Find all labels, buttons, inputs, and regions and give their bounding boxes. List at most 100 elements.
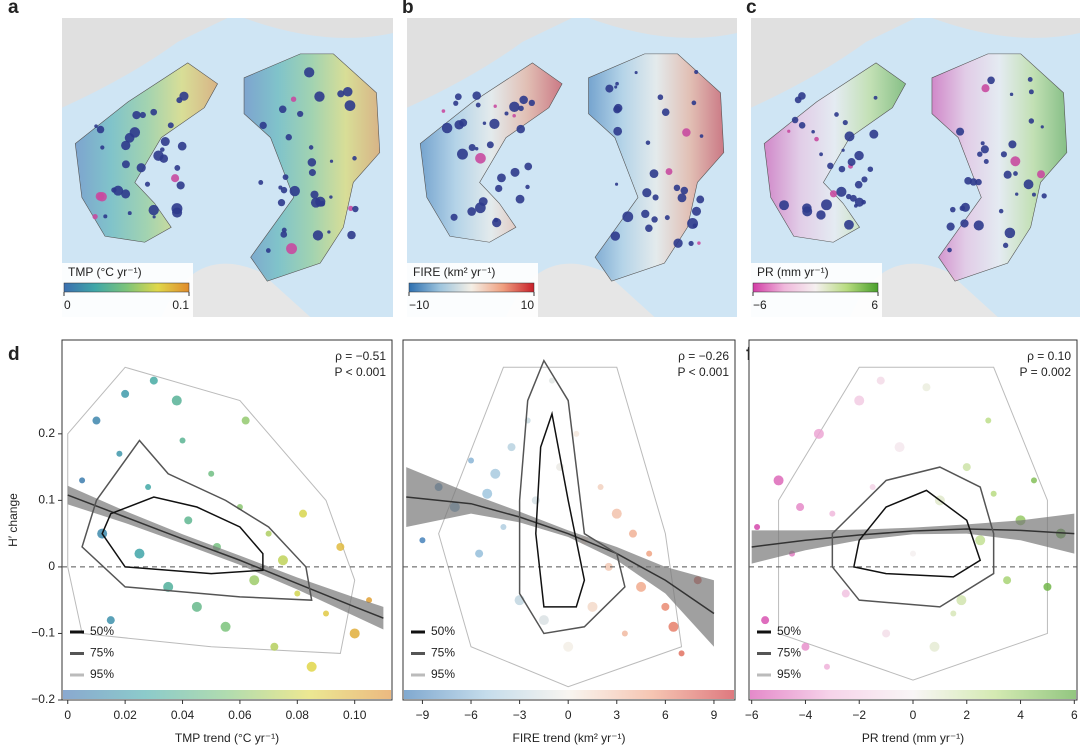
point	[184, 516, 193, 525]
map-site	[964, 177, 972, 185]
point	[500, 523, 507, 530]
map-site	[614, 85, 618, 89]
contour	[518, 358, 626, 635]
map-site	[697, 241, 701, 245]
map-site	[474, 147, 479, 151]
point	[962, 463, 971, 472]
map-site	[861, 199, 866, 205]
map-site	[1008, 140, 1017, 149]
map-site	[811, 129, 815, 134]
map-site	[853, 203, 858, 208]
map-site	[285, 134, 292, 141]
confidence-band	[751, 513, 1075, 564]
map-site	[472, 91, 481, 100]
map-site	[641, 209, 650, 219]
map-site	[347, 230, 356, 240]
colorbar	[63, 282, 190, 293]
annotation: P = 0.002	[1020, 365, 1072, 379]
map-site	[348, 205, 354, 211]
y-tick-label: −0.1	[31, 626, 55, 640]
point	[801, 642, 810, 651]
point	[349, 628, 360, 639]
point	[475, 549, 484, 558]
map-site	[121, 140, 131, 151]
map-site	[613, 126, 623, 136]
contour	[81, 439, 313, 601]
point	[587, 601, 598, 612]
map-site	[97, 191, 107, 202]
map-site	[281, 227, 287, 233]
map-site	[959, 205, 966, 211]
map-land	[161, 263, 311, 317]
map-site	[337, 90, 345, 98]
map-site	[677, 193, 687, 203]
map-site	[160, 147, 165, 152]
map-site	[975, 178, 982, 186]
map-site	[307, 158, 317, 167]
map-site	[277, 199, 286, 207]
fit-line	[67, 494, 384, 619]
panel-letter: c	[746, 0, 757, 18]
map-site	[259, 121, 267, 130]
map-site	[998, 208, 1004, 214]
map-site	[344, 100, 356, 111]
map-site	[1028, 118, 1035, 124]
colorbar-title: FIRE (km² yr⁻¹)	[413, 265, 495, 279]
x-tick-label: −6	[464, 708, 478, 722]
point	[761, 616, 770, 625]
point	[1003, 576, 1012, 585]
map-site	[174, 165, 181, 171]
map-site	[150, 108, 158, 116]
map-site	[642, 188, 652, 198]
point	[621, 630, 628, 637]
y-tick-label: 0.2	[38, 426, 55, 440]
point	[149, 376, 158, 385]
map-site	[610, 231, 621, 241]
point	[841, 589, 850, 598]
map-site	[454, 93, 462, 101]
x-tick-label: −3	[513, 708, 527, 722]
map-site	[96, 125, 105, 134]
map-site	[280, 231, 288, 238]
point	[145, 484, 152, 491]
x-axis-label: PR trend (mm yr⁻¹)	[862, 731, 964, 745]
map-site	[103, 214, 108, 219]
point	[220, 621, 231, 632]
rug-strip	[404, 690, 734, 699]
map-site	[661, 108, 670, 116]
map-site	[310, 190, 319, 199]
map-site	[92, 213, 98, 220]
map-site	[492, 218, 502, 228]
point	[482, 488, 493, 499]
map-site	[842, 119, 848, 126]
x-tick-label: 2	[963, 708, 970, 722]
map-site	[1010, 156, 1021, 167]
map-region	[243, 53, 381, 282]
map-site	[504, 111, 509, 116]
map-site	[1040, 125, 1044, 129]
confidence-band	[67, 485, 384, 630]
map-site	[692, 223, 698, 229]
legend-label: 50%	[90, 624, 114, 638]
x-tick-label: 4	[1017, 708, 1024, 722]
contour	[831, 466, 995, 608]
map-site	[327, 230, 331, 234]
map-site	[308, 145, 314, 150]
map-site	[139, 111, 146, 119]
map-site	[441, 109, 446, 113]
x-tick-label: 0.08	[286, 708, 310, 722]
point	[678, 650, 685, 657]
point	[294, 590, 301, 597]
point	[573, 430, 580, 437]
map-site	[605, 84, 614, 93]
contour	[852, 489, 982, 578]
map-site	[841, 148, 845, 152]
map-site	[838, 165, 846, 173]
point	[646, 550, 653, 557]
map-site	[1009, 92, 1014, 97]
point	[829, 510, 836, 517]
map-site	[286, 243, 298, 255]
map-site	[613, 105, 622, 114]
legend-label: 75%	[431, 646, 455, 660]
map-site	[854, 180, 863, 189]
